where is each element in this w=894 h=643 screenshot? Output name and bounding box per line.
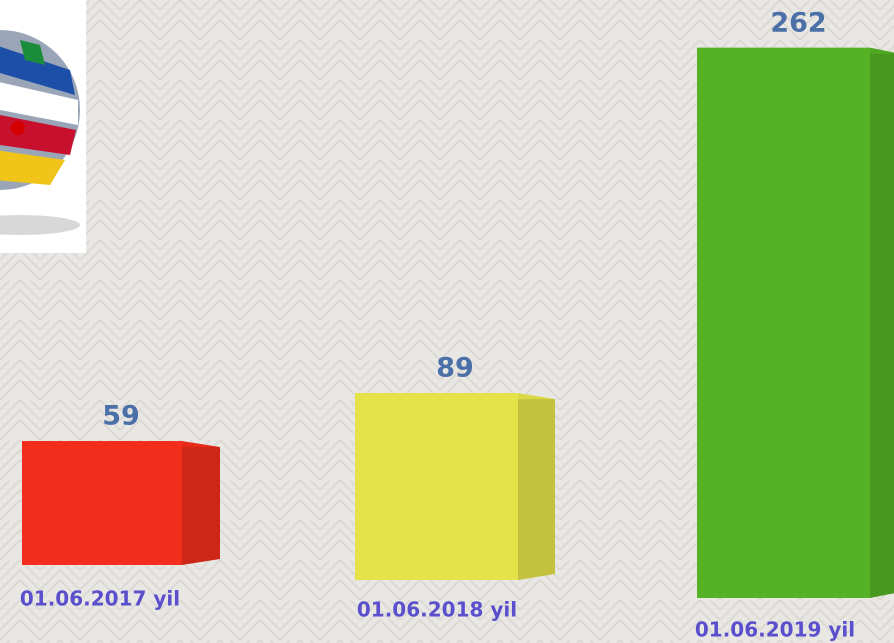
bar-side [182, 441, 220, 565]
chart: 59 01.06.2017 yil 89 01.06.2018 yil 262 01.06… [0, 0, 894, 643]
bar-side [870, 48, 894, 598]
value-label: 59 [102, 401, 140, 432]
value-label: 89 [436, 353, 474, 384]
globe-image [0, 0, 86, 253]
category-label: 01.06.2017 yil [20, 587, 180, 611]
bar [22, 441, 182, 565]
value-label: 262 [770, 7, 826, 38]
category-label: 01.06.2018 yil [357, 598, 517, 622]
bar [355, 393, 518, 580]
category-label: 01.06.2019 yil [695, 618, 855, 642]
bar [697, 48, 870, 598]
bar-side [518, 393, 555, 580]
